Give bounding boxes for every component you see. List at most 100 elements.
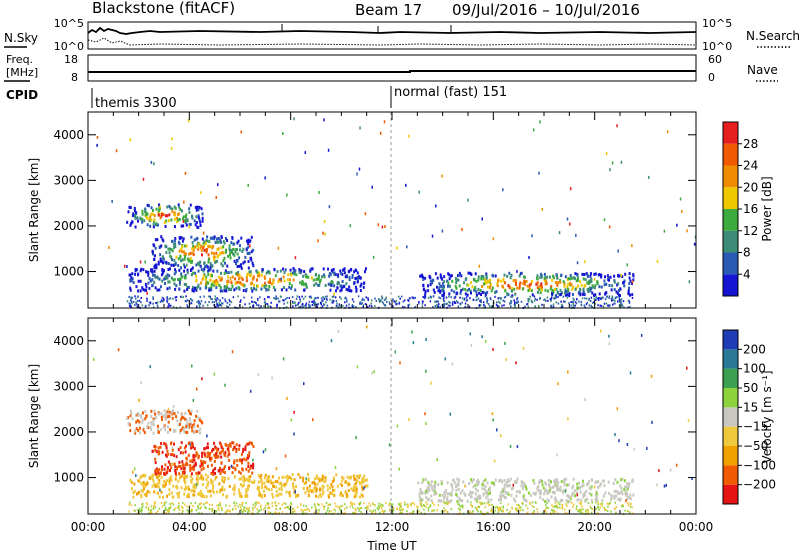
ground-scatter-cell <box>621 303 623 306</box>
ground-scatter-cell <box>170 505 172 508</box>
scatter-cell <box>263 276 266 280</box>
scatter-cell <box>181 239 184 243</box>
ground-scatter-cell <box>561 304 564 307</box>
ground-scatter-cell <box>468 305 471 308</box>
scatter-cell <box>187 259 190 263</box>
scatter-cell <box>471 480 474 484</box>
ground-scatter-cell <box>578 502 581 505</box>
scatter-cell <box>212 486 215 490</box>
scatter-cell <box>560 291 563 295</box>
ground-scatter-cell <box>597 501 599 504</box>
ground-scatter-cell <box>392 298 394 301</box>
ground-scatter-cell <box>267 507 269 510</box>
scatter-cell <box>559 292 562 296</box>
scatter-cell <box>567 282 570 286</box>
ground-scatter-cell <box>443 303 446 306</box>
scatter-cell <box>134 216 137 220</box>
scatter-cell <box>244 448 247 452</box>
scatter-cell <box>165 261 168 265</box>
speckle-cell <box>640 333 643 337</box>
ground-scatter-cell <box>570 301 572 304</box>
ground-scatter-cell <box>345 298 348 301</box>
ground-scatter-cell <box>369 504 372 507</box>
scatter-cell <box>201 464 204 468</box>
scatter-cell <box>304 491 307 495</box>
scatter-cell <box>283 482 286 486</box>
scatter-cell <box>205 495 208 499</box>
scatter-cell <box>222 447 225 451</box>
scatter-cell <box>443 280 446 284</box>
scatter-cell <box>629 493 632 497</box>
scatter-cell <box>424 489 427 493</box>
scatter-cell <box>247 241 250 245</box>
scatter-cell <box>245 477 248 481</box>
scatter-cell <box>540 285 543 289</box>
ground-scatter-cell <box>214 295 216 298</box>
scatter-cell <box>271 475 274 479</box>
scatter-cell <box>157 424 160 428</box>
ground-scatter-cell <box>269 511 272 514</box>
ground-scatter-cell <box>156 301 159 304</box>
ground-scatter-cell <box>221 508 223 511</box>
ground-scatter-cell <box>554 505 557 508</box>
ground-scatter-cell <box>609 501 612 504</box>
scatter-cell <box>226 279 229 283</box>
ground-scatter-cell <box>290 503 293 506</box>
ground-scatter-cell <box>421 302 424 305</box>
ground-scatter-cell <box>361 299 363 302</box>
ground-scatter-cell <box>160 299 163 302</box>
speckle-cell <box>305 477 308 481</box>
colorbar-tick-label: −50 <box>743 439 768 453</box>
scatter-cell <box>170 218 173 222</box>
scatter-cell <box>446 496 449 500</box>
scatter-cell <box>209 451 212 455</box>
scatter-cell <box>360 481 363 485</box>
scatter-cell <box>232 466 235 470</box>
ground-scatter-cell <box>553 505 555 508</box>
scatter-cell <box>157 430 160 434</box>
ground-scatter-cell <box>516 508 518 511</box>
colorbar-tick-label: −100 <box>743 458 776 472</box>
colorbar-block <box>723 465 738 485</box>
speckle-cell <box>202 231 205 235</box>
scatter-cell <box>172 428 175 432</box>
ground-scatter-cell <box>274 501 276 504</box>
scatter-cell <box>628 272 631 276</box>
ground-scatter-cell <box>312 300 314 303</box>
scatter-cell <box>510 487 513 491</box>
scatter-cell <box>150 218 153 222</box>
scatter-cell <box>551 278 554 282</box>
scatter-cell <box>433 290 436 294</box>
ground-scatter-cell <box>379 505 382 508</box>
scatter-cell <box>187 285 190 289</box>
scatter-cell <box>168 280 171 284</box>
scatter-cell <box>223 452 226 456</box>
ground-scatter-cell <box>171 502 173 505</box>
ground-scatter-cell <box>427 296 430 299</box>
scatter-cell <box>144 208 147 212</box>
scatter-cell <box>238 488 241 492</box>
scatter-cell <box>160 244 163 248</box>
ground-scatter-cell <box>450 296 452 299</box>
ground-scatter-cell <box>246 507 249 510</box>
scatter-cell <box>137 219 140 223</box>
ground-scatter-cell <box>589 299 592 302</box>
scatter-cell <box>346 274 349 278</box>
ground-scatter-cell <box>245 501 247 504</box>
scatter-cell <box>228 484 231 488</box>
ground-scatter-cell <box>327 512 330 515</box>
scatter-cell <box>148 219 151 223</box>
scatter-cell <box>223 467 226 471</box>
scatter-cell <box>137 428 140 432</box>
scatter-cell <box>236 259 239 263</box>
scatter-cell <box>206 455 209 459</box>
scatter-cell <box>208 288 211 292</box>
scatter-cell <box>239 492 242 496</box>
ground-scatter-cell <box>465 296 468 299</box>
scatter-cell <box>210 471 213 475</box>
speckle-cell <box>569 222 571 226</box>
scatter-cell <box>448 277 451 281</box>
ground-scatter-cell <box>348 303 350 306</box>
scatter-cell <box>555 477 558 481</box>
